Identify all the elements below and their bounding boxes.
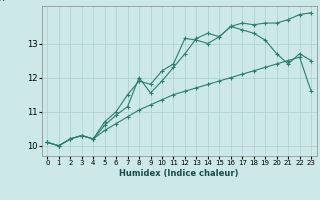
Text: 14: 14	[0, 0, 6, 3]
X-axis label: Humidex (Indice chaleur): Humidex (Indice chaleur)	[119, 169, 239, 178]
